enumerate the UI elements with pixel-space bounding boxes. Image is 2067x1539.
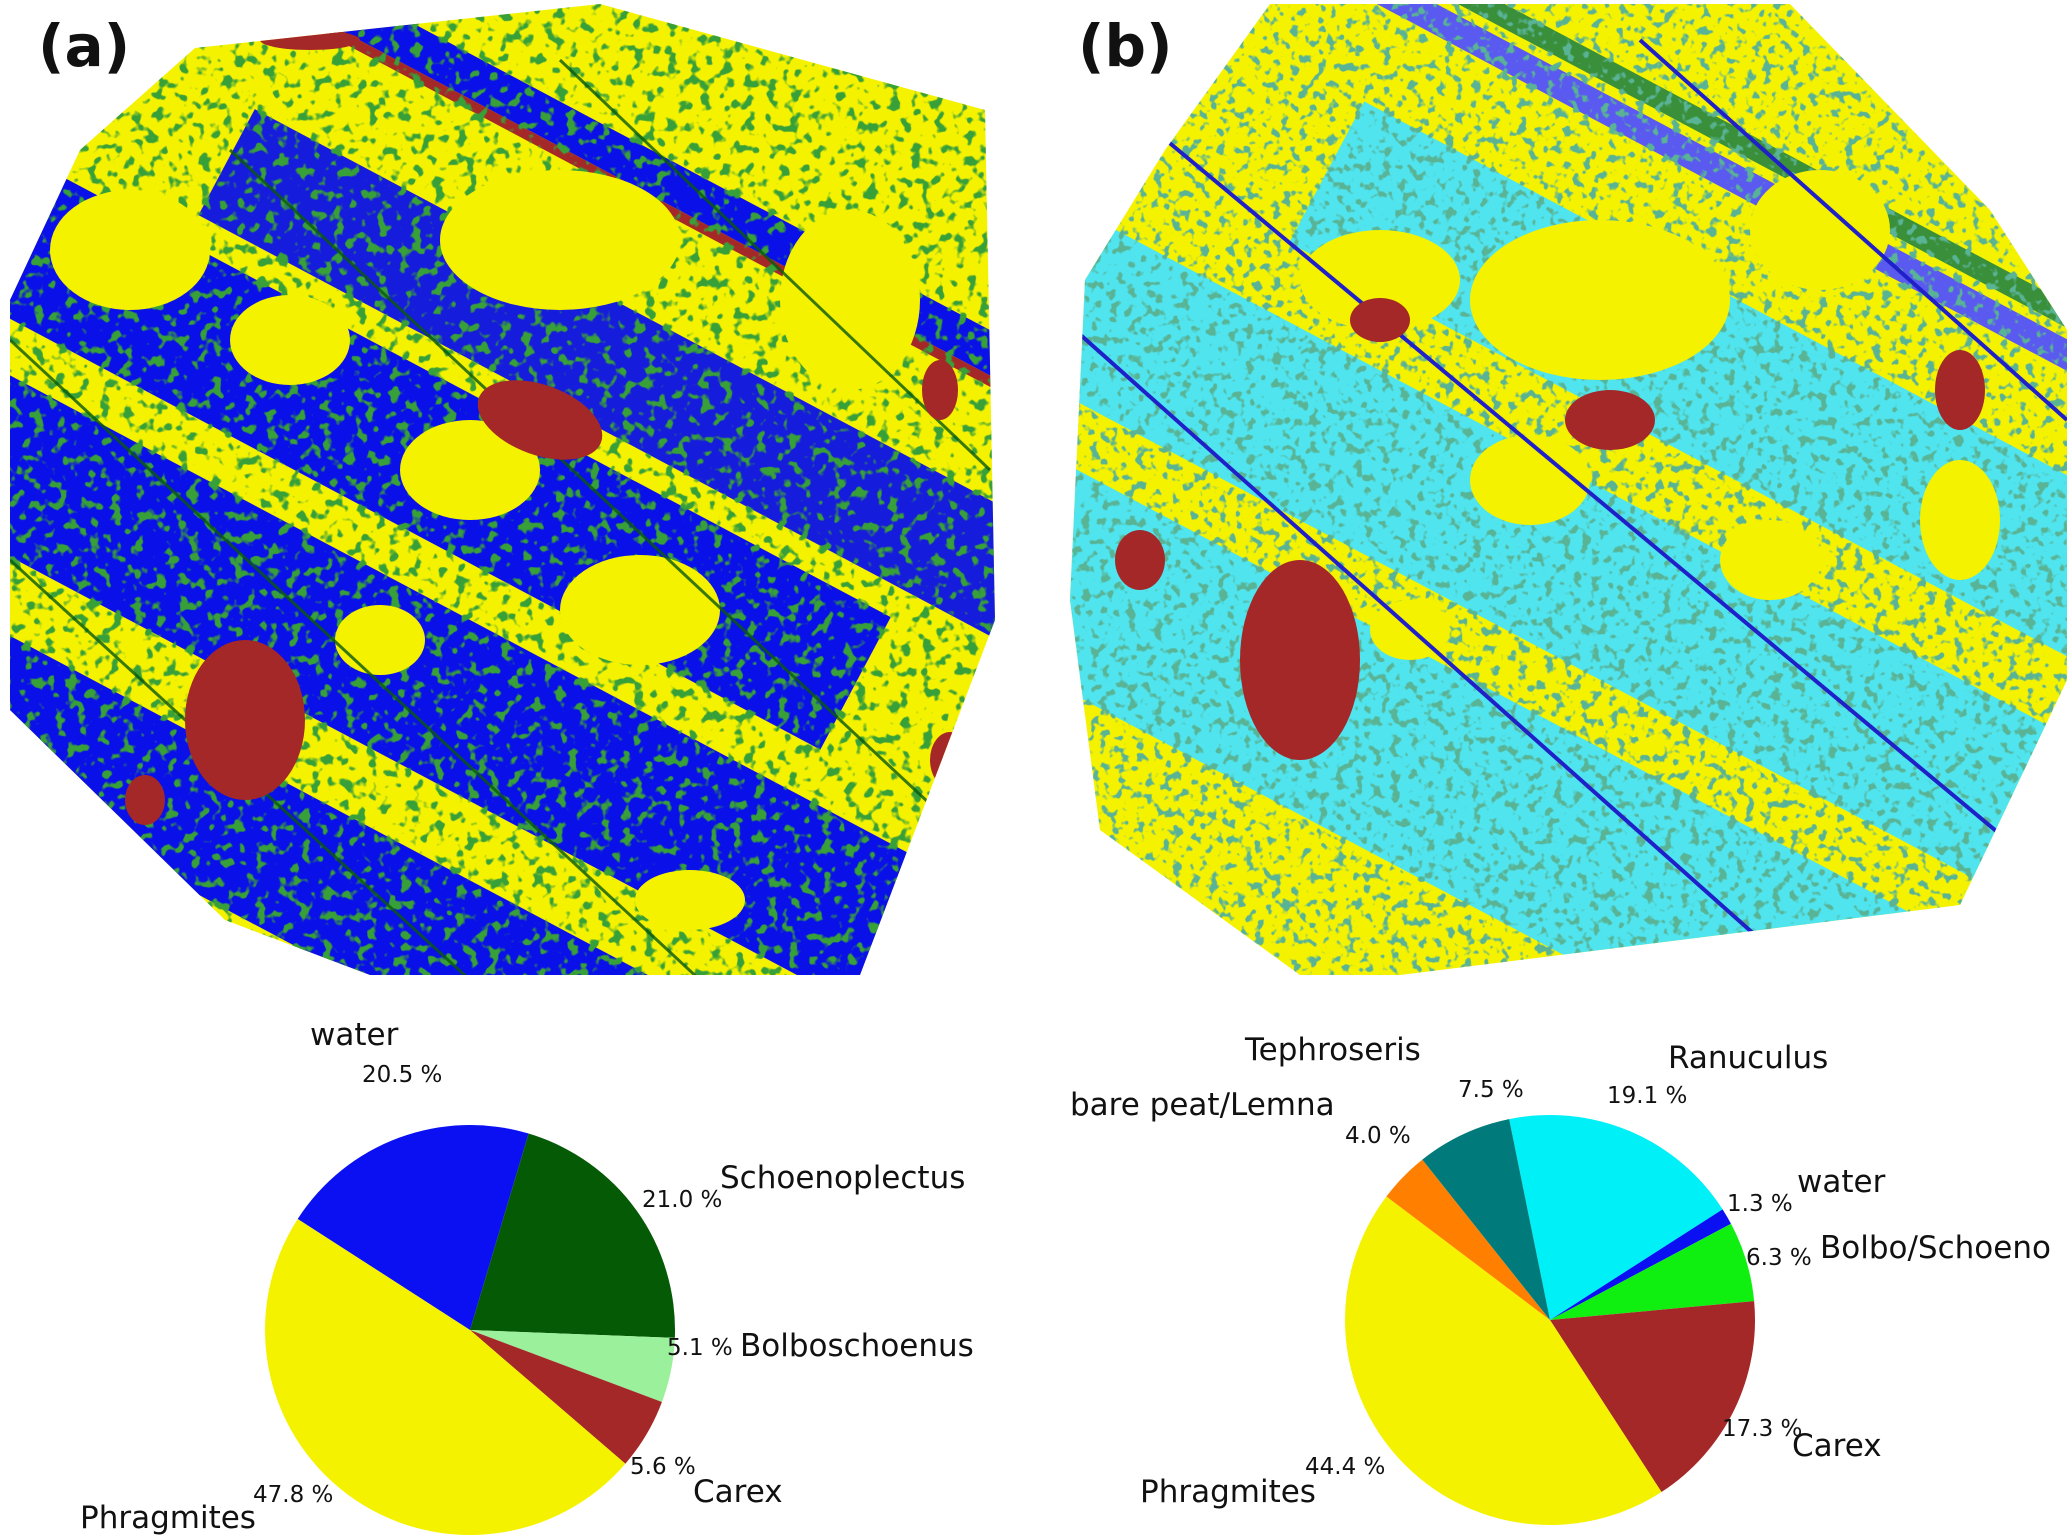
pie-slice-bolboschoenus: [470, 1330, 675, 1402]
map-b-carex-patches: [1115, 298, 1985, 760]
percent-label: 20.5 %: [362, 1062, 442, 1088]
pie-slice-bare-peat-lemna: [1386, 1159, 1550, 1320]
percent-label: 17.3 %: [1722, 1416, 1802, 1442]
slice-label: water: [310, 1017, 399, 1053]
percent-label: 5.6 %: [630, 1454, 696, 1480]
slice-label: Phragmites: [1140, 1474, 1316, 1510]
slice-label: Carex: [1792, 1428, 1882, 1464]
pie-slice-water: [1550, 1209, 1732, 1320]
pie-slice-carex: [1550, 1301, 1755, 1493]
slice-label: Bolbo/Schoeno: [1820, 1230, 2051, 1266]
pie-slice-phragmites: [1345, 1196, 1662, 1525]
map-a: [10, 4, 995, 975]
slice-label: Schoenoplectus: [720, 1160, 965, 1196]
slice-label: Carex: [693, 1474, 783, 1510]
slice-label: Phragmites: [80, 1500, 256, 1536]
map-a-yellow-patches: [50, 170, 920, 930]
pie-slice-carex: [470, 1330, 662, 1464]
slice-label: Tephroseris: [1244, 1032, 1421, 1068]
percent-label: 44.4 %: [1305, 1454, 1385, 1480]
percent-label: 5.1 %: [667, 1335, 733, 1361]
percent-label: 1.3 %: [1727, 1191, 1793, 1217]
slice-label: bare peat/Lemna: [1070, 1087, 1335, 1123]
map-b-ditches: [1073, 38, 2067, 975]
percent-label: 47.8 %: [253, 1482, 333, 1508]
percent-label: 21.0 %: [642, 1187, 722, 1213]
panel-label-a: (a): [38, 12, 130, 80]
pie-slice-water: [297, 1125, 529, 1330]
pie-slice-schoenoplectus: [470, 1133, 675, 1338]
percent-label: 19.1 %: [1607, 1083, 1687, 1109]
percent-label: 7.5 %: [1458, 1077, 1524, 1103]
map-a-carex-patches: [125, 30, 970, 825]
percent-label: 6.3 %: [1746, 1245, 1812, 1271]
pie-slice-phragmites: [265, 1218, 626, 1535]
slice-label: Bolboschoenus: [740, 1328, 974, 1364]
panel-label-b: (b): [1078, 12, 1173, 80]
slice-label: water: [1797, 1164, 1886, 1200]
pie-slice-tephroseris: [1422, 1119, 1550, 1320]
pie-slice-bolbo-schoeno: [1550, 1223, 1755, 1320]
percent-label: 4.0 %: [1345, 1123, 1411, 1149]
slice-label: Ranuculus: [1668, 1040, 1828, 1076]
pie-slice-ranuculus: [1509, 1114, 1723, 1320]
